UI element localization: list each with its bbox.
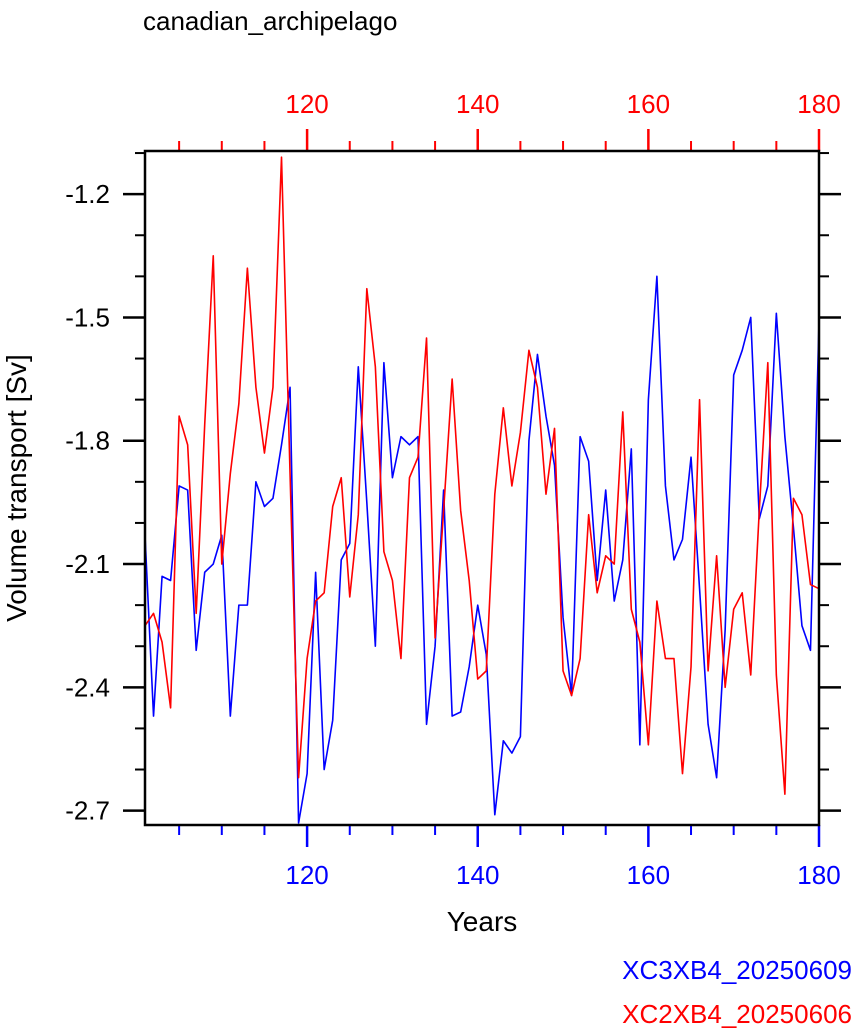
y-tick-label: -2.4 [65, 672, 110, 702]
y-axis-title: Volume transport [Sv] [1, 354, 32, 622]
top-x-tick-label: 180 [797, 89, 840, 119]
plot-frame [143, 149, 821, 827]
top-x-tick-label: 120 [285, 89, 328, 119]
series-line-2 [144, 156, 820, 795]
legend-entry-series-2: XC2XB4_20250606 [622, 999, 852, 1029]
bottom-x-axis: 120 140 160 180 [178, 825, 841, 890]
right-y-axis [819, 152, 841, 812]
top-x-axis: 120 140 160 180 [178, 89, 841, 151]
top-x-tick-label: 160 [627, 89, 670, 119]
top-x-tick-label: 140 [456, 89, 499, 119]
y-tick-label: -1.8 [65, 426, 110, 456]
bottom-x-tick-label: 120 [285, 860, 328, 890]
bottom-x-tick-label: 160 [627, 860, 670, 890]
y-tick-label: -1.2 [65, 179, 110, 209]
bottom-x-tick-label: 140 [456, 860, 499, 890]
series-layer [144, 156, 820, 824]
left-y-axis: -2.7 -2.4 -2.1 -1.8 -1.5 -1.2 [65, 152, 145, 826]
chart-title: canadian_archipelago [143, 6, 397, 36]
bottom-x-tick-label: 180 [797, 860, 840, 890]
y-tick-label: -1.5 [65, 302, 110, 332]
y-tick-label: -2.1 [65, 549, 110, 579]
legend-entry-series-1: XC3XB4_20250609 [622, 955, 852, 985]
series-line-1 [144, 275, 820, 824]
y-tick-label: -2.7 [65, 796, 110, 826]
x-axis-title: Years [447, 906, 518, 937]
